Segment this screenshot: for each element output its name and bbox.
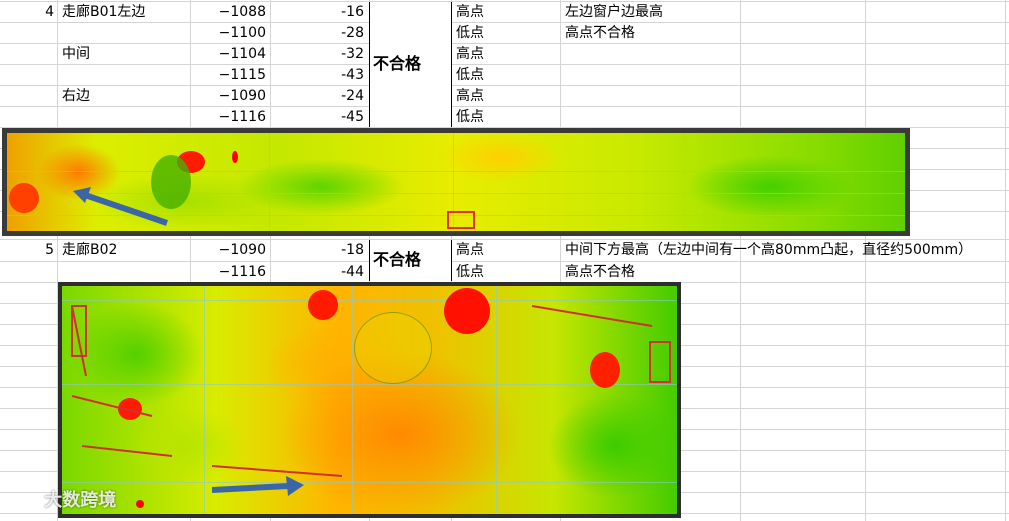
location-cell[interactable]: 中间	[62, 46, 90, 62]
row-line	[0, 22, 1009, 23]
floor-heatmap-image-1[interactable]	[2, 128, 910, 236]
watermark-logo-icon	[10, 494, 34, 509]
deviation-cell[interactable]: -24	[341, 88, 364, 104]
location-cell[interactable]: 右边	[62, 88, 90, 104]
deviation-cell[interactable]: -16	[341, 4, 364, 20]
remark-cell[interactable]: 高点不合格	[565, 264, 635, 280]
point-type-cell[interactable]: 高点	[456, 4, 484, 20]
deviation-cell[interactable]: -43	[341, 67, 364, 83]
arrow-icon	[73, 187, 168, 226]
result-fail-label: 不合格	[373, 250, 422, 269]
col-line	[1005, 0, 1006, 521]
deviation-cell[interactable]: -45	[341, 109, 364, 125]
deviation-cell[interactable]: -44	[341, 264, 364, 280]
row-line	[0, 261, 1009, 262]
remark-cell[interactable]: 高点不合格	[565, 25, 635, 41]
row-line	[0, 239, 1009, 240]
result-merged-cell-2[interactable]	[369, 240, 452, 281]
location-cell[interactable]: 走廊B01左边	[62, 4, 146, 20]
elevation-cell[interactable]: −1116	[218, 109, 266, 125]
col-line	[190, 0, 191, 521]
deviation-cell[interactable]: -18	[341, 242, 364, 258]
col-line	[865, 0, 866, 521]
row-line	[0, 106, 1009, 107]
col-line	[57, 0, 58, 521]
col-line	[740, 0, 741, 521]
elevation-cell[interactable]: −1100	[218, 25, 266, 41]
point-type-cell[interactable]: 低点	[456, 25, 484, 41]
elevation-cell[interactable]: −1088	[218, 4, 266, 20]
arrow-icon	[211, 476, 304, 496]
point-type-cell[interactable]: 低点	[456, 67, 484, 83]
col-line	[270, 0, 271, 521]
point-type-cell[interactable]: 高点	[456, 46, 484, 62]
col-line	[560, 0, 561, 521]
floor-heatmap-image-2[interactable]	[58, 282, 681, 518]
point-type-cell[interactable]: 低点	[456, 264, 484, 280]
point-type-cell[interactable]: 高点	[456, 88, 484, 104]
row-line	[0, 1, 1009, 2]
elevation-cell[interactable]: −1104	[218, 46, 266, 62]
row-number-cell[interactable]: 5	[45, 242, 54, 258]
elevation-cell[interactable]: −1115	[218, 67, 266, 83]
result-fail-label: 不合格	[373, 54, 422, 73]
row-number-cell[interactable]: 4	[45, 4, 54, 20]
point-type-cell[interactable]: 低点	[456, 109, 484, 125]
elevation-cell[interactable]: −1090	[218, 88, 266, 104]
row-line	[0, 127, 1009, 128]
point-type-cell[interactable]: 高点	[456, 242, 484, 258]
remark-cell[interactable]: 中间下方最高（左边中间有一个高80mm凸起，直径约500mm）	[565, 242, 973, 258]
location-cell[interactable]: 走廊B02	[62, 242, 118, 258]
deviation-cell[interactable]: -28	[341, 25, 364, 41]
elevation-cell[interactable]: −1116	[218, 264, 266, 280]
row-line	[0, 64, 1009, 65]
watermark-text: 大数跨境	[44, 490, 117, 511]
watermark: 大数跨境	[8, 488, 116, 514]
elevation-cell[interactable]: −1090	[218, 242, 266, 258]
row-line	[0, 43, 1009, 44]
row-line	[0, 85, 1009, 86]
deviation-cell[interactable]: -32	[341, 46, 364, 62]
remark-cell[interactable]: 左边窗户边最高	[565, 4, 663, 20]
result-merged-cell-1[interactable]	[369, 2, 452, 127]
